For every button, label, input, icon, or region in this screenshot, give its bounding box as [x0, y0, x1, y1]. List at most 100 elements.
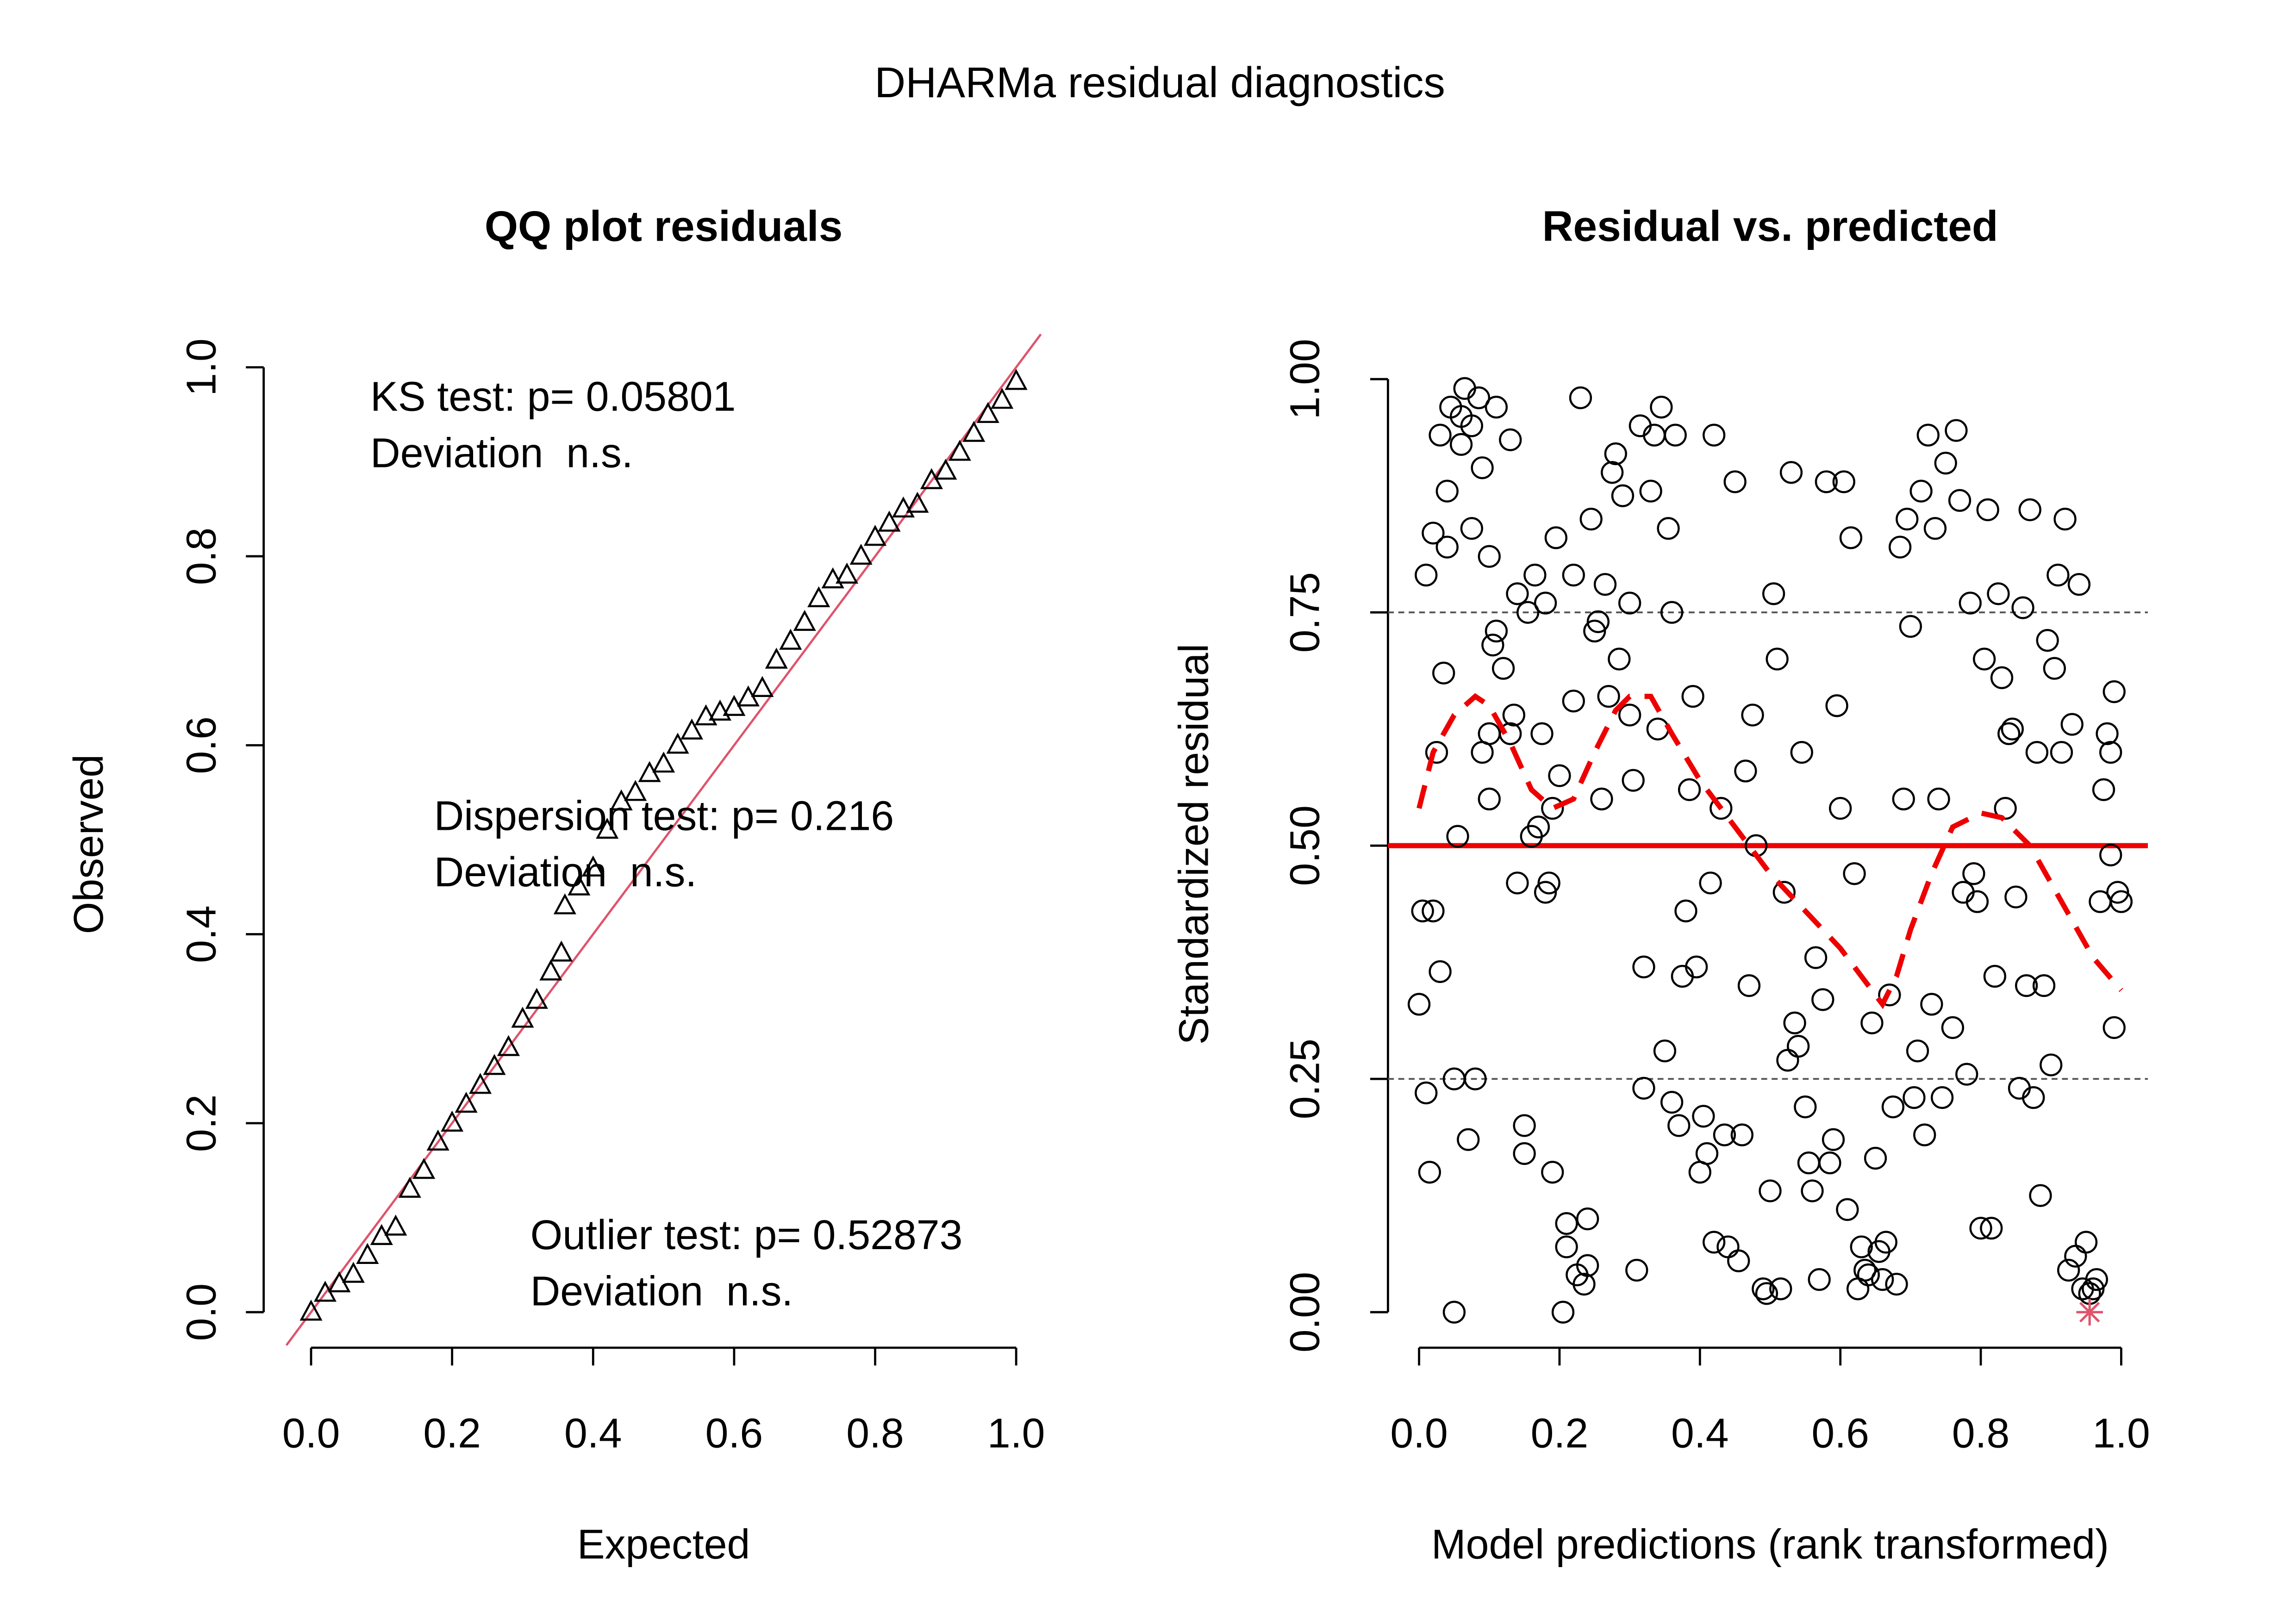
qq-point [624, 780, 647, 801]
annotation: Deviation n.s. [370, 429, 633, 476]
qq-point [863, 524, 887, 546]
residual-point [1586, 610, 1610, 633]
residual-point [1597, 685, 1620, 708]
residual-point [1460, 517, 1483, 540]
residual-point [1485, 396, 1508, 419]
residual-point [2022, 1086, 2045, 1109]
residual-point [1703, 1231, 1726, 1254]
identity-line [285, 333, 1042, 1346]
residual-point [1972, 647, 1996, 671]
residual-point [1804, 946, 1828, 969]
residual-point [1667, 1114, 1691, 1137]
panel-title: QQ plot residuals [485, 202, 842, 250]
residual-point [1959, 591, 1982, 615]
residual-point [1499, 428, 1522, 451]
residual-point [1909, 479, 1933, 503]
residual-point [1766, 647, 1789, 671]
x-tick-label: 0.6 [705, 1410, 763, 1456]
qq-point [342, 1262, 365, 1283]
residual-point [1994, 797, 2017, 820]
residual-point [1808, 1268, 1831, 1291]
residual-point [1650, 396, 1673, 419]
residual-point [1579, 507, 1603, 531]
residual-point [1411, 899, 1434, 922]
outlier-point [2076, 1299, 2103, 1326]
qq-point [511, 1007, 534, 1028]
residual-point [1888, 535, 1912, 559]
residual-point [1513, 1142, 1536, 1165]
residual-point [1783, 1011, 1806, 1034]
x-axis-label: Model predictions (rank transformed) [1431, 1521, 2109, 1568]
residual-point [1976, 498, 1999, 522]
y-tick-label: 0.00 [1281, 1272, 1328, 1352]
residual-point [1415, 1081, 1438, 1105]
residual-point [1818, 1151, 1841, 1175]
residual-point [1523, 563, 1547, 587]
residual-point [1864, 1146, 1887, 1170]
residual-point [1941, 1016, 1965, 1039]
residual-point [1502, 703, 1526, 727]
residual-point [1839, 526, 1863, 549]
residual-point [1997, 722, 2021, 745]
residual-point [1506, 582, 1529, 605]
residual-point [2103, 680, 2126, 703]
residual-point [1903, 1086, 1926, 1109]
residual-point [1822, 1128, 1845, 1151]
residual-point [1435, 479, 1459, 503]
qq-point [596, 817, 619, 839]
residual-point [1601, 461, 1624, 484]
residual-point [1881, 1095, 1905, 1119]
x-tick-label: 1.0 [987, 1410, 1045, 1456]
qq-point [550, 940, 573, 962]
residual-point [1499, 722, 1522, 745]
residual-point [1710, 797, 1733, 820]
residual-point [1407, 993, 1431, 1016]
residual-point [2050, 741, 2073, 764]
residual-point [1930, 1086, 1954, 1109]
qq-point [878, 510, 901, 532]
residual-point [1618, 591, 1641, 615]
residual-point [1934, 452, 1957, 475]
x-tick-label: 0.4 [564, 1410, 622, 1456]
residual-point [1860, 1011, 1884, 1034]
residual-point [1857, 1263, 1880, 1287]
annotation: Deviation n.s. [434, 849, 697, 895]
residual-point [2015, 974, 2038, 997]
residual-point [1962, 862, 1985, 885]
residual-point [1787, 1035, 1810, 1058]
residual-point [1460, 414, 1483, 437]
residual-point [1836, 1198, 1859, 1221]
y-tick-label: 1.0 [178, 338, 224, 396]
qq-point [934, 459, 957, 480]
residual-point [1878, 983, 1901, 1007]
residual-point [1734, 759, 1757, 783]
residual-point [1832, 470, 1855, 493]
residual-point [2067, 573, 2091, 596]
qq-point [525, 988, 548, 1009]
residual-point [1762, 582, 1785, 605]
qq-point [849, 543, 873, 565]
qq-point [807, 586, 830, 608]
residual-point [1801, 1179, 1824, 1202]
residual-point [1593, 573, 1617, 596]
qq-point [708, 699, 732, 721]
x-tick-label: 0.8 [846, 1410, 904, 1456]
residual-point [2096, 722, 2119, 745]
residual-point [1727, 1249, 1750, 1272]
residual-point [2082, 1277, 2105, 1301]
residual-point [1478, 545, 1501, 568]
residual-point [1843, 862, 1866, 885]
residual-point [1572, 1273, 1596, 1296]
residual-point [1583, 619, 1606, 643]
residual-point [1779, 461, 1803, 484]
residual-point [1955, 1063, 1978, 1086]
qq-point [581, 855, 605, 877]
qq-point [412, 1157, 436, 1179]
residual-point [1871, 1268, 1894, 1291]
residual-point [1541, 1161, 1564, 1184]
qq-point [962, 421, 986, 442]
y-axis-label: Observed [65, 754, 112, 934]
qq-point [948, 440, 971, 461]
residual-point [1983, 965, 2007, 988]
